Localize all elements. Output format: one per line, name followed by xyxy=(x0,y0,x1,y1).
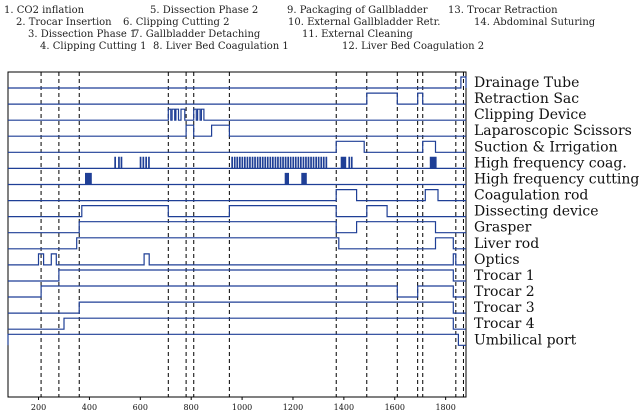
phase-label: 3. Dissection Phase 1 xyxy=(28,29,137,40)
series-line xyxy=(8,237,466,250)
series-label: Trocar 2 xyxy=(474,284,535,300)
series-line xyxy=(8,285,466,298)
series-label: High frequency cutting xyxy=(474,172,639,188)
x-tick-label: 800 xyxy=(184,403,199,412)
series-line xyxy=(8,253,466,266)
series-label: Clipping Device xyxy=(474,107,587,123)
series-label: Retraction Sac xyxy=(474,91,579,107)
phase-label: 11. External Cleaning xyxy=(302,29,413,40)
phase-legend: 1. CO2 inflation 2. Trocar Insertion 3. … xyxy=(0,0,640,64)
series-label: Coagulation rod xyxy=(474,188,588,204)
series-label: Grasper xyxy=(474,220,532,236)
series-line xyxy=(8,156,466,169)
series-label: Umbilical port xyxy=(474,332,577,348)
phase-label: 7. Gallbladder Detaching xyxy=(133,29,261,40)
series-line xyxy=(8,172,466,186)
series-line xyxy=(8,301,466,314)
series-line xyxy=(8,317,466,330)
phase-label: 4. Clipping Cutting 1 xyxy=(40,41,147,52)
phase-label: 2. Trocar Insertion xyxy=(16,17,112,28)
phase-label: 6. Clipping Cutting 2 xyxy=(123,17,230,28)
series-label: High frequency coag. xyxy=(474,155,627,171)
phase-label: 9. Packaging of Gallbladder xyxy=(287,5,428,16)
series-label: Drainage Tube xyxy=(474,75,579,91)
series-label: Optics xyxy=(474,252,520,268)
phase-label: 5. Dissection Phase 2 xyxy=(150,5,259,16)
series-label: Trocar 3 xyxy=(474,300,535,316)
series-line xyxy=(8,205,466,218)
x-tick-label: 400 xyxy=(82,403,97,412)
plot-frame xyxy=(7,71,467,398)
series-line xyxy=(8,76,467,89)
phase-label: 12. Liver Bed Coagulation 2 xyxy=(342,41,485,52)
series-line xyxy=(8,108,466,121)
x-tick-label: 1000 xyxy=(232,403,252,412)
phase-label: 8. Liver Bed Coagulation 1 xyxy=(153,41,289,52)
series-label: Trocar 1 xyxy=(474,268,535,284)
series-line xyxy=(8,92,466,105)
phase-label: 14. Abdominal Suturing xyxy=(474,17,596,28)
x-tick-label: 200 xyxy=(31,403,46,412)
series-label: Trocar 4 xyxy=(474,316,535,332)
x-tick-label: 1600 xyxy=(385,403,405,412)
x-tick-label: 600 xyxy=(133,403,148,412)
phase-label: 10. External Gallbladder Retr. xyxy=(288,17,441,28)
x-tick-label: 1800 xyxy=(435,403,455,412)
series-label: Suction & Irrigation xyxy=(474,139,618,155)
series-line xyxy=(7,333,466,346)
phase-label: 1. CO2 inflation xyxy=(4,5,85,16)
series-line xyxy=(8,221,466,234)
series-line xyxy=(8,269,466,282)
series-label: Liver rod xyxy=(474,236,539,252)
series-line xyxy=(8,124,466,137)
series-label: Laparoscopic Scissors xyxy=(474,123,632,139)
phase-label: 13. Trocar Retraction xyxy=(448,5,558,16)
series-line xyxy=(8,140,466,153)
series-line xyxy=(8,189,466,202)
x-tick-label: 1200 xyxy=(283,403,303,412)
x-tick-label: 1400 xyxy=(334,403,354,412)
series-label: Dissecting device xyxy=(474,204,599,220)
